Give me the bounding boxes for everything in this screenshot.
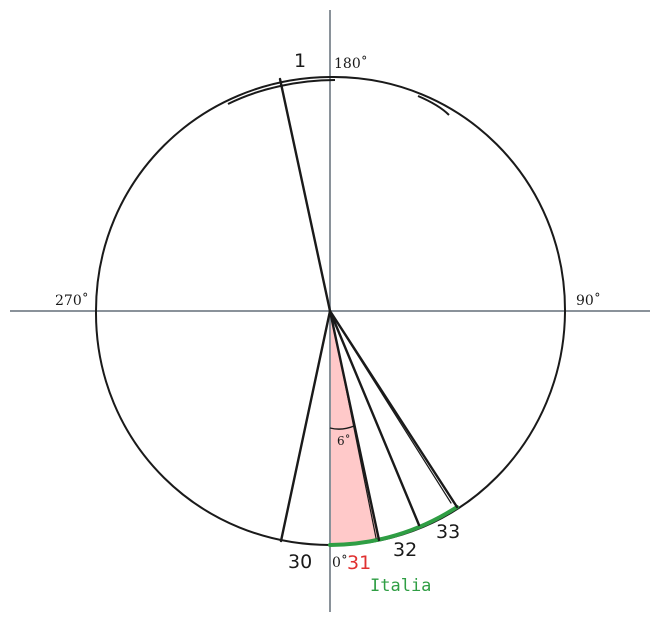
label-0: 0˚	[332, 554, 348, 571]
ray-label-32: 32	[393, 539, 417, 561]
ray-label-33: 33	[436, 521, 460, 543]
italia-arc	[328, 505, 459, 547]
angle-label: 6˚	[337, 433, 351, 448]
ray-label-31: 31	[347, 552, 371, 574]
ray-30	[279, 309, 332, 543]
ray-31-double	[331, 317, 377, 539]
label-270: 270˚	[55, 292, 89, 309]
region-label-italia: Italia	[370, 576, 431, 596]
ray-32	[328, 309, 421, 527]
label-180: 180˚	[334, 55, 368, 72]
angle-arc	[329, 425, 355, 430]
ray-33-double	[332, 315, 452, 504]
ray-1	[278, 77, 332, 313]
label-90: 90˚	[576, 292, 601, 309]
ray-label-30: 30	[288, 551, 312, 573]
circle-overdraw	[227, 79, 450, 116]
ray-label-1: 1	[294, 50, 306, 72]
